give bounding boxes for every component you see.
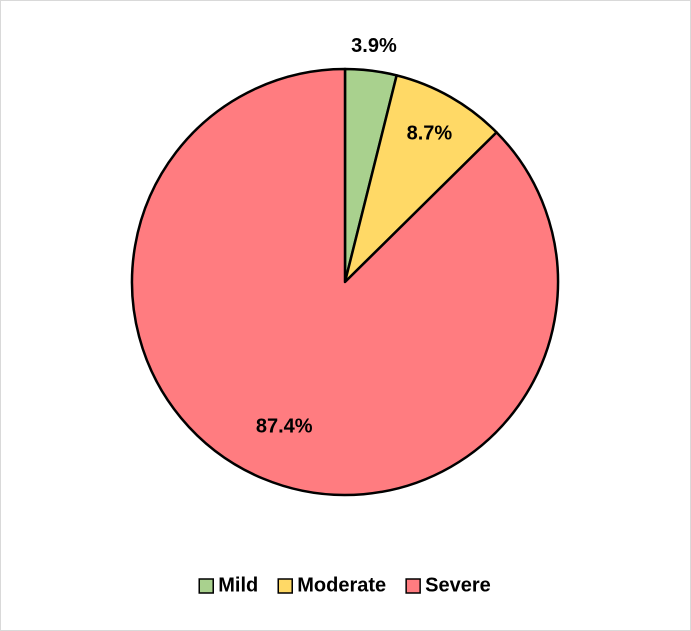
data-label: 3.9% (351, 35, 397, 57)
legend-swatch (198, 578, 214, 594)
legend-label: Moderate (297, 574, 386, 596)
legend-swatch (405, 578, 421, 594)
legend-swatch (277, 578, 293, 594)
legend-label: Mild (218, 574, 258, 596)
pie: 3.9% 8.7% 87.4% (130, 35, 560, 497)
legend: Mild Moderate Severe (198, 574, 491, 596)
legend-label: Severe (425, 574, 491, 596)
data-label: 8.7% (407, 122, 453, 144)
pie-slice (130, 67, 560, 497)
pie-slice (343, 74, 498, 284)
data-label: 87.4% (256, 416, 313, 438)
